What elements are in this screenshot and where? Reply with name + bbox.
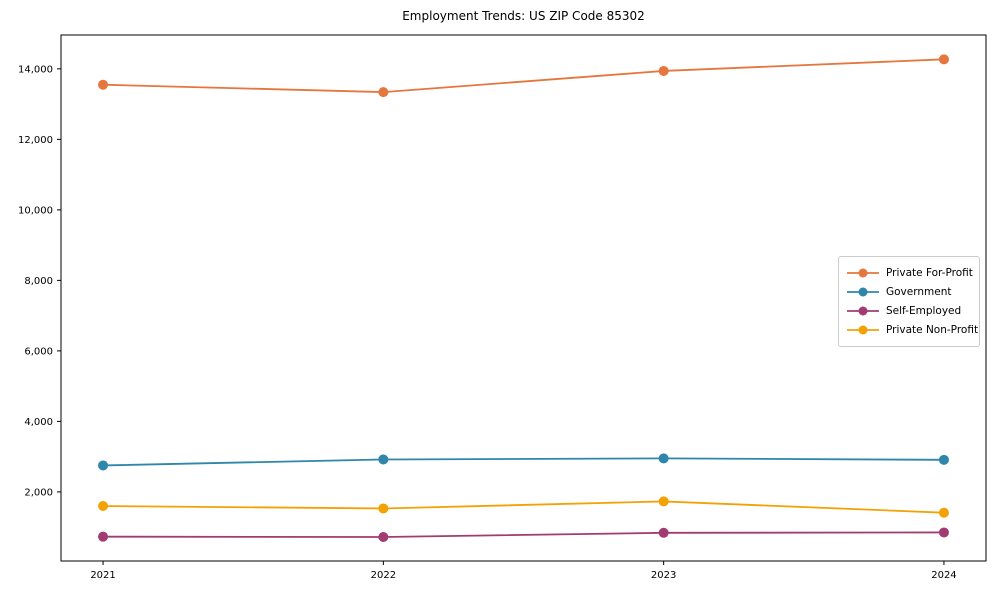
- series-line-government: [103, 457, 944, 467]
- data-point: [378, 454, 389, 465]
- legend-label: Government: [886, 286, 952, 298]
- y-tick-label: 6,000: [24, 346, 53, 357]
- series-line-private-non-profit: [103, 500, 944, 514]
- x-tick-label: 2023: [651, 570, 676, 581]
- data-point: [938, 454, 949, 465]
- series-line-private-for-profit: [103, 58, 944, 94]
- legend-line-marker-icon: [847, 267, 879, 279]
- series-line-self-employed: [103, 531, 944, 538]
- legend: Private For-Profit Government Self-Employe…: [838, 256, 980, 347]
- legend-item: Private For-Profit: [847, 264, 973, 282]
- data-point: [98, 501, 109, 512]
- data-point: [378, 503, 389, 514]
- y-tick-label: 8,000: [24, 276, 53, 287]
- data-point: [378, 87, 389, 98]
- legend-line-marker-icon: [847, 324, 879, 336]
- data-point: [378, 532, 389, 543]
- y-tick-label: 14,000: [18, 64, 53, 75]
- data-point: [658, 496, 669, 507]
- y-tick-label: 12,000: [18, 135, 53, 146]
- legend-line-marker-icon: [847, 286, 879, 298]
- legend-item: Government: [847, 283, 971, 301]
- data-point: [98, 79, 109, 90]
- data-point: [658, 453, 669, 464]
- legend-label: Private For-Profit: [886, 267, 973, 279]
- chart-title: Employment Trends: US ZIP Code 85302: [402, 9, 645, 23]
- legend-label: Private Non-Profit: [886, 324, 979, 336]
- x-tick-label: 2021: [90, 570, 115, 581]
- data-point: [98, 531, 109, 542]
- data-point: [938, 507, 949, 518]
- data-point: [938, 527, 949, 538]
- data-point: [938, 54, 949, 65]
- x-tick-label: 2022: [371, 570, 396, 581]
- y-tick-label: 2,000: [24, 487, 53, 498]
- legend-item: Self-Employed: [847, 302, 971, 320]
- data-point: [98, 460, 109, 471]
- legend-label: Self-Employed: [886, 305, 962, 317]
- data-point: [658, 527, 669, 538]
- y-tick-label: 10,000: [18, 205, 53, 216]
- legend-line-marker-icon: [847, 305, 879, 317]
- x-tick-label: 2024: [931, 570, 956, 581]
- legend-item: Private Non-Profit: [847, 321, 978, 339]
- data-point: [658, 65, 669, 76]
- y-tick-label: 4,000: [24, 417, 53, 428]
- plot-frame: [60, 34, 987, 562]
